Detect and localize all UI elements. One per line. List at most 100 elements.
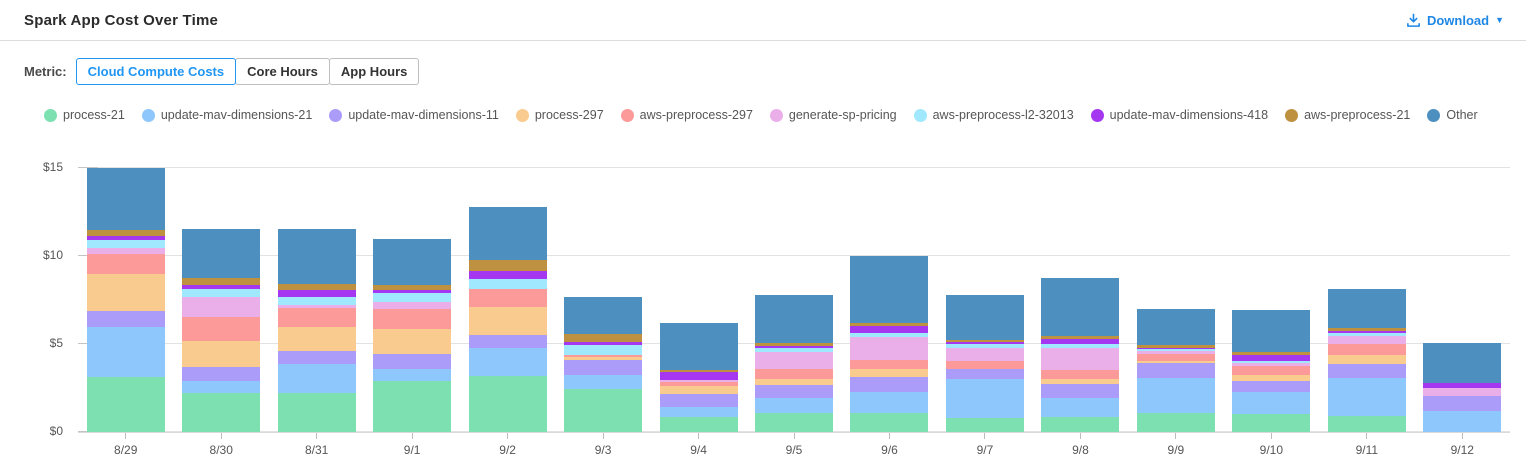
bar-segment-aws-preprocess-21[interactable] [659,369,738,373]
bar-segment-process-297[interactable] [850,368,929,378]
bar-segment-process-297[interactable] [1327,354,1406,365]
bar-segment-generate-sp-pricing[interactable] [86,248,165,255]
bar-segment-update-mav-dimensions-21[interactable] [468,348,547,376]
bar-segment-process-297[interactable] [755,379,834,385]
bar-segment-generate-sp-pricing[interactable] [1327,336,1406,345]
bar-segment-generate-sp-pricing[interactable] [659,380,738,382]
bar-segment-generate-sp-pricing[interactable] [1041,347,1120,370]
bar-segment-process-21[interactable] [1136,412,1215,432]
bar-9/6[interactable] [850,256,929,432]
legend-item-aws-preprocess-l2-32013[interactable]: aws-preprocess-l2-32013 [913,108,1074,122]
bar-segment-update-mav-dimensions-11[interactable] [564,359,643,375]
bar-segment-aws-preprocess-21[interactable] [755,343,834,346]
bar-9/8[interactable] [1041,278,1120,432]
bar-9/12[interactable] [1423,343,1502,432]
bar-segment-aws-preprocess-l2-32013[interactable] [1041,344,1120,348]
bar-segment-update-mav-dimensions-418[interactable] [1041,338,1120,345]
bar-segment-aws-preprocess-297[interactable] [564,354,643,358]
bar-segment-generate-sp-pricing[interactable] [182,297,261,317]
bar-segment-update-mav-dimensions-418[interactable] [182,285,261,289]
bar-segment-Other[interactable] [277,228,356,285]
bar-segment-aws-preprocess-l2-32013[interactable] [373,293,452,302]
bar-segment-aws-preprocess-l2-32013[interactable] [945,344,1024,349]
bar-segment-process-297[interactable] [373,329,452,354]
bar-segment-update-mav-dimensions-418[interactable] [1232,354,1311,361]
legend-item-process-297[interactable]: process-297 [515,108,604,122]
bar-segment-Other[interactable] [1041,278,1120,337]
bar-segment-update-mav-dimensions-11[interactable] [659,394,738,407]
bar-segment-Other[interactable] [945,294,1024,340]
bar-segment-update-mav-dimensions-11[interactable] [850,377,929,392]
legend-item-generate-sp-pricing[interactable]: generate-sp-pricing [769,108,897,122]
bar-segment-aws-preprocess-21[interactable] [468,260,547,272]
bar-segment-generate-sp-pricing[interactable] [277,305,356,308]
bar-segment-update-mav-dimensions-11[interactable] [277,351,356,365]
bar-segment-aws-preprocess-21[interactable] [1327,328,1406,331]
bar-segment-update-mav-dimensions-418[interactable] [564,342,643,345]
bar-segment-process-21[interactable] [564,388,643,432]
bar-segment-Other[interactable] [86,168,165,230]
bar-9/3[interactable] [564,296,643,432]
bar-segment-aws-preprocess-297[interactable] [1232,366,1311,375]
bar-segment-update-mav-dimensions-21[interactable] [564,374,643,389]
bar-segment-aws-preprocess-297[interactable] [1327,344,1406,355]
bar-segment-process-297[interactable] [468,307,547,336]
bar-segment-update-mav-dimensions-418[interactable] [945,342,1024,345]
bar-segment-aws-preprocess-l2-32013[interactable] [277,297,356,306]
bar-segment-update-mav-dimensions-11[interactable] [468,335,547,349]
bar-segment-generate-sp-pricing[interactable] [1232,363,1311,367]
bar-9/5[interactable] [755,294,834,432]
bar-segment-update-mav-dimensions-418[interactable] [373,290,452,294]
bar-segment-aws-preprocess-l2-32013[interactable] [468,278,547,289]
bar-segment-update-mav-dimensions-21[interactable] [850,391,929,413]
bar-segment-Other[interactable] [755,294,834,344]
bar-segment-update-mav-dimensions-11[interactable] [755,384,834,398]
bar-9/1[interactable] [373,239,452,432]
bar-segment-aws-preprocess-297[interactable] [850,359,929,369]
bar-segment-aws-preprocess-21[interactable] [1232,351,1311,355]
bar-segment-aws-preprocess-l2-32013[interactable] [182,288,261,298]
bar-segment-Other[interactable] [1136,308,1215,345]
bar-segment-generate-sp-pricing[interactable] [1136,351,1215,354]
bar-segment-update-mav-dimensions-21[interactable] [1232,392,1311,415]
bar-segment-aws-preprocess-297[interactable] [755,368,834,380]
bar-segment-process-297[interactable] [1232,374,1311,381]
bar-segment-update-mav-dimensions-418[interactable] [468,271,547,279]
legend-item-aws-preprocess-21[interactable]: aws-preprocess-21 [1285,108,1410,122]
bar-segment-process-297[interactable] [86,273,165,311]
legend-item-process-21[interactable]: process-21 [44,108,125,122]
bar-segment-update-mav-dimensions-11[interactable] [373,353,452,369]
download-button[interactable]: Download ▼ [1406,13,1504,28]
bar-segment-aws-preprocess-21[interactable] [945,339,1024,343]
bar-segment-update-mav-dimensions-21[interactable] [182,380,261,394]
bar-segment-generate-sp-pricing[interactable] [1423,388,1502,396]
bar-segment-process-21[interactable] [373,380,452,432]
bar-segment-update-mav-dimensions-21[interactable] [1136,378,1215,413]
bar-segment-generate-sp-pricing[interactable] [755,351,834,369]
bar-segment-aws-preprocess-l2-32013[interactable] [850,332,929,337]
bar-segment-Other[interactable] [659,322,738,370]
bar-segment-update-mav-dimensions-418[interactable] [277,289,356,298]
bar-segment-update-mav-dimensions-418[interactable] [1327,330,1406,333]
bar-segment-aws-preprocess-l2-32013[interactable] [1327,332,1406,337]
legend-item-update-mav-dimensions-11[interactable]: update-mav-dimensions-11 [329,108,499,122]
bar-segment-update-mav-dimensions-418[interactable] [86,235,165,241]
bar-segment-aws-preprocess-297[interactable] [945,360,1024,369]
bar-segment-aws-preprocess-297[interactable] [1041,369,1120,380]
bar-segment-aws-preprocess-21[interactable] [1041,336,1120,339]
bar-segment-process-21[interactable] [850,412,929,432]
bar-segment-update-mav-dimensions-21[interactable] [1327,378,1406,417]
bar-segment-Other[interactable] [850,256,929,323]
bar-segment-update-mav-dimensions-11[interactable] [1327,364,1406,379]
bar-segment-aws-preprocess-21[interactable] [850,322,929,327]
legend-item-Other[interactable]: Other [1427,108,1478,122]
bar-segment-process-21[interactable] [86,377,165,432]
bar-segment-update-mav-dimensions-11[interactable] [1136,363,1215,379]
bar-segment-process-21[interactable] [277,393,356,432]
bar-segment-update-mav-dimensions-418[interactable] [659,372,738,381]
bar-segment-aws-preprocess-21[interactable] [373,285,452,291]
bar-segment-update-mav-dimensions-21[interactable] [1423,410,1502,432]
tab-core-hours[interactable]: Core Hours [235,58,330,85]
bar-9/10[interactable] [1232,309,1311,432]
bar-segment-aws-preprocess-21[interactable] [564,334,643,343]
